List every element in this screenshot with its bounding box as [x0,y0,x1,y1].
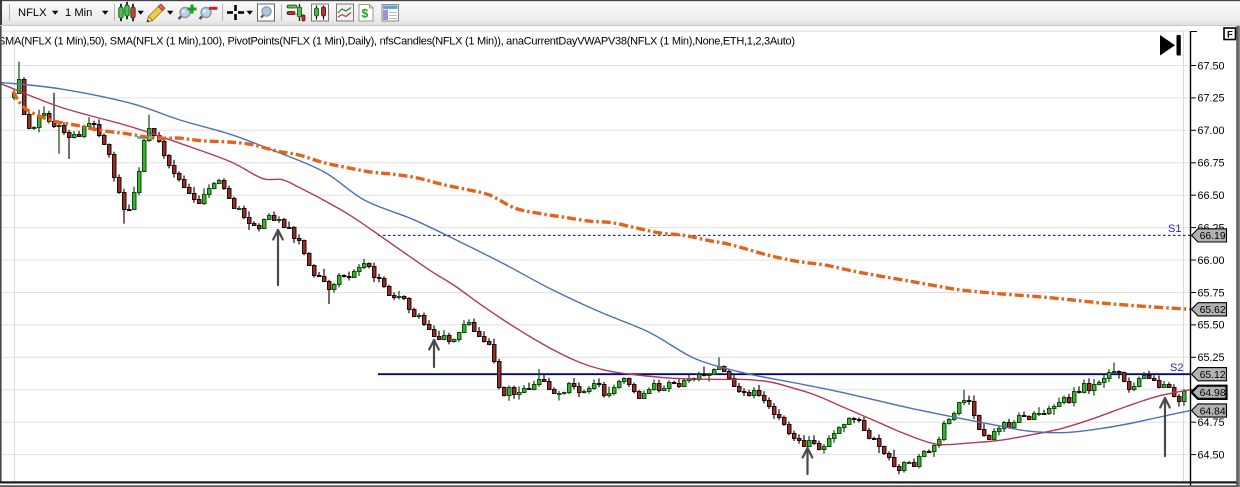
svg-text:NFLX: NFLX [18,7,47,19]
svg-text:65.12: 65.12 [1200,370,1226,381]
svg-text:64.50: 64.50 [1198,449,1225,461]
svg-text:66.00: 66.00 [1198,255,1225,267]
svg-text:64.75: 64.75 [1198,417,1225,429]
svg-text:$: $ [362,7,369,21]
svg-text:65.62: 65.62 [1200,305,1226,316]
svg-text:66.75: 66.75 [1198,158,1225,170]
svg-text:65.50: 65.50 [1198,320,1225,332]
svg-text:S2: S2 [1170,362,1183,374]
svg-text:1 Min: 1 Min [65,7,92,19]
svg-text:65.25: 65.25 [1198,352,1225,364]
svg-text:S1: S1 [1168,223,1181,235]
svg-text:66.50: 66.50 [1198,190,1225,202]
svg-text:64.98: 64.98 [1200,388,1226,399]
svg-text:67.50: 67.50 [1198,60,1225,72]
svg-text:67.25: 67.25 [1198,93,1225,105]
svg-text:67.00: 67.00 [1198,125,1225,137]
svg-text:66.19: 66.19 [1200,231,1226,242]
svg-text:65.75: 65.75 [1198,287,1225,299]
svg-text:SMA(NFLX (1 Min),50), SMA(NFLX: SMA(NFLX (1 Min),50), SMA(NFLX (1 Min),1… [0,35,795,47]
svg-text:64.84: 64.84 [1200,406,1226,417]
svg-text:F: F [1227,30,1233,41]
